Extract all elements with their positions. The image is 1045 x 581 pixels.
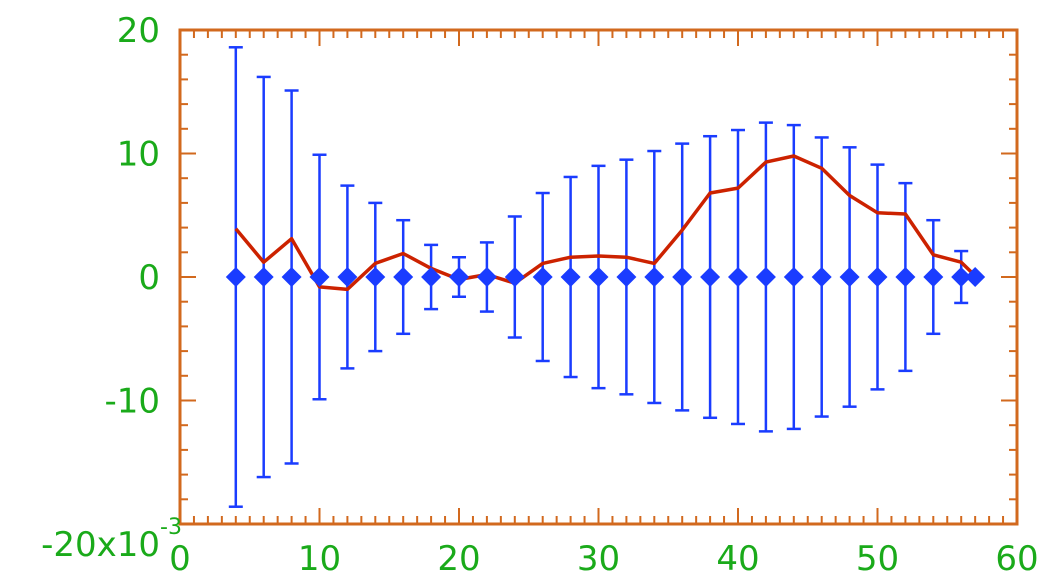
line-path bbox=[234, 154, 977, 292]
line-series bbox=[234, 154, 977, 292]
plot-frame bbox=[178, 28, 1019, 526]
data-point bbox=[895, 267, 916, 287]
data-point bbox=[532, 267, 553, 287]
y-tick-label: -20x10 bbox=[41, 525, 160, 565]
y-tick-label: 20 bbox=[117, 11, 160, 51]
data-point bbox=[504, 267, 525, 287]
x-tick-label: 60 bbox=[995, 539, 1038, 579]
data-point bbox=[923, 267, 944, 287]
data-point bbox=[225, 267, 246, 287]
data-point bbox=[965, 267, 986, 287]
data-point bbox=[393, 267, 414, 287]
y-tick-label: 10 bbox=[117, 135, 160, 175]
data-point bbox=[755, 267, 776, 287]
data-point bbox=[337, 267, 358, 287]
data-point bbox=[728, 267, 748, 287]
data-point bbox=[672, 267, 693, 287]
x-tick-label: 20 bbox=[437, 539, 480, 579]
y-tick-label: 0 bbox=[138, 258, 160, 298]
y-exponent-label: -3 bbox=[160, 515, 182, 540]
data-point bbox=[839, 267, 860, 287]
y-tick-label: -10 bbox=[104, 382, 160, 422]
data-points bbox=[225, 267, 986, 287]
data-point bbox=[421, 267, 442, 287]
data-point bbox=[281, 267, 302, 287]
data-point bbox=[560, 267, 581, 287]
data-point bbox=[253, 267, 274, 287]
data-point bbox=[783, 267, 804, 287]
data-point bbox=[700, 267, 721, 287]
data-point bbox=[309, 267, 330, 287]
data-point bbox=[476, 267, 497, 287]
x-tick-label: 50 bbox=[856, 539, 899, 579]
data-point bbox=[811, 267, 832, 287]
x-tick-label: 0 bbox=[169, 539, 191, 579]
data-point bbox=[644, 267, 665, 287]
tick-labels: 0 10 20 30 40 50 60 20 10 0 -10 -20x10 -3 bbox=[41, 11, 1039, 579]
x-tick-label: 30 bbox=[577, 539, 620, 579]
data-point bbox=[449, 267, 469, 287]
data-point bbox=[867, 267, 888, 287]
x-tick-label: 10 bbox=[298, 539, 341, 579]
data-point bbox=[616, 267, 637, 287]
data-point bbox=[951, 267, 972, 287]
data-point bbox=[588, 267, 609, 287]
x-tick-label: 40 bbox=[716, 539, 759, 579]
data-point bbox=[365, 267, 386, 287]
